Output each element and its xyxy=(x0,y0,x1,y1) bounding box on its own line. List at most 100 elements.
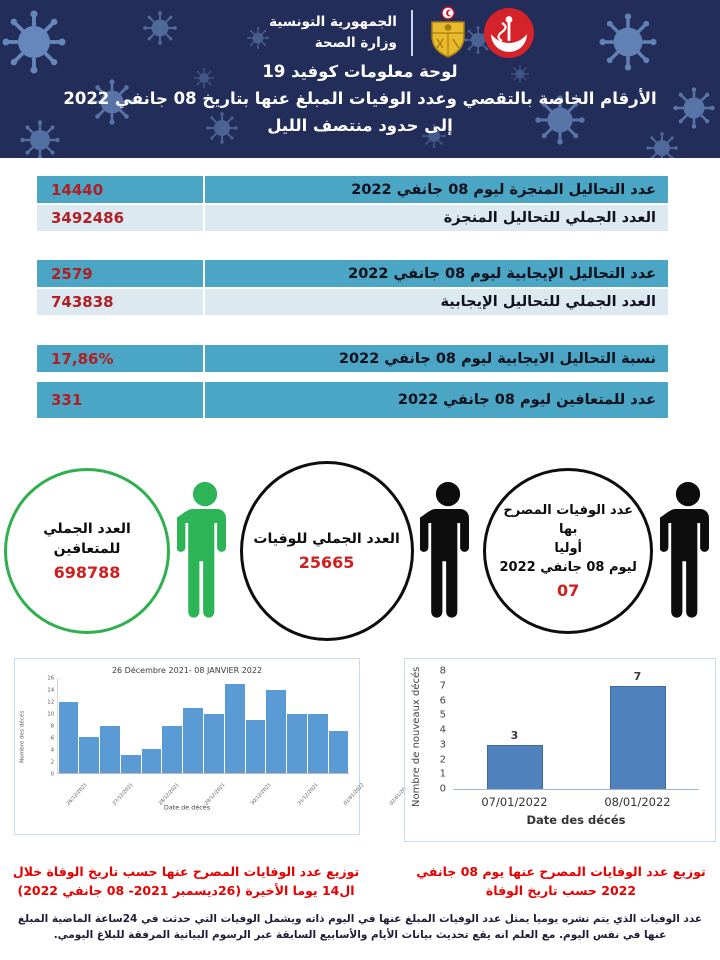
header-banner: الجمهورية التونسية وزارة الصحة لوحة معلو… xyxy=(0,0,720,158)
green-person-icon xyxy=(176,481,226,618)
deaths-total-label: العدد الجملي للوفيات xyxy=(253,531,400,548)
deaths-total-circle: العدد الجملي للوفيات 25665 xyxy=(239,461,414,641)
y-tick: 16 xyxy=(47,674,54,682)
y-tick: 10 xyxy=(47,710,54,718)
bar-31/12/2021 xyxy=(162,725,183,773)
chart-title: 26 Décembre 2021- 08 JANVIER 2022 xyxy=(111,666,263,675)
y-axis-ticks: 0 1 2 3 4 5 6 7 8 xyxy=(433,666,453,795)
positivity-group: 17,86% نسبة التحاليل الايجابية ليوم 08 ج… xyxy=(37,345,668,372)
divider xyxy=(410,10,413,56)
ministry-of-health-logo-icon xyxy=(483,8,534,58)
bar-02/01/2022 xyxy=(203,713,224,773)
black-person-icon xyxy=(420,481,470,618)
chart-captions: توزيع عدد الوفايات المصرح عنها حسب تاريخ… xyxy=(10,862,714,901)
stat-row-recovered-today: 331 عدد للمتعافين ليوم 08 جانفي 2022 xyxy=(37,382,668,418)
y-tick: 4 xyxy=(439,724,446,736)
recovered-total-value: 698788 xyxy=(53,562,121,582)
x-tick: 08/01/2022 xyxy=(604,795,671,809)
left-chart-caption: توزيع عدد الوفايات المصرح عنها حسب تاريخ… xyxy=(12,864,360,899)
stats-section: 14440 عدد التحاليل المنجزة ليوم 08 جانفي… xyxy=(37,176,668,418)
new-deaths-chart: Nombre de nouveaux décés 0 1 2 3 4 5 6 7 8 3 7 07… xyxy=(404,658,716,842)
x-axis-ticks: 07/01/2022 08/01/2022 xyxy=(453,795,699,809)
stat-value: 14440 xyxy=(37,176,203,203)
bar-07/01/2022 xyxy=(307,713,328,773)
stat-value: 743838 xyxy=(37,289,203,315)
stat-value: 3492486 xyxy=(37,205,203,231)
y-tick: 5 xyxy=(439,709,446,721)
stat-row-positive-total: 743838 العدد الجملي للتحاليل الإيجابية xyxy=(37,289,668,315)
y-tick: 14 xyxy=(47,686,54,694)
stat-row-positivity-rate: 17,86% نسبة التحاليل الايجابية ليوم 08 ج… xyxy=(37,345,668,372)
stat-label: عدد التحاليل الإيجابية ليوم 08 جانفي 202… xyxy=(205,260,668,287)
x-tick: 01/01/2022 xyxy=(342,781,365,807)
bar-07/01/2022: 3 xyxy=(486,729,543,789)
y-tick: 6 xyxy=(439,695,446,706)
ministry-line1: الجمهورية التونسية xyxy=(269,14,397,31)
y-tick: 0 xyxy=(50,770,54,778)
bar-04/01/2022 xyxy=(245,719,266,773)
y-axis-label: Nombre de nouveaux décés xyxy=(411,666,422,807)
y-tick: 3 xyxy=(439,739,446,751)
y-tick: 12 xyxy=(47,698,54,706)
deaths-declared-line2: أوليا xyxy=(554,541,582,556)
footnote: عدد الوفيات الذي يتم نشره يوميا يمثل عدد… xyxy=(17,912,703,942)
stat-row-tests-today: 14440 عدد التحاليل المنجزة ليوم 08 جانفي… xyxy=(37,176,668,203)
bar-05/01/2022 xyxy=(266,689,287,773)
recovered-total-label: العدد الجملي للمتعافين xyxy=(43,521,131,557)
title-line3: إلى حدود منتصف الليل xyxy=(267,116,453,135)
bar-29/12/2021 xyxy=(120,755,141,773)
stat-label: العدد الجملي للتحاليل الإيجابية xyxy=(205,289,668,315)
ministry-name: الجمهورية التونسية وزارة الصحة xyxy=(269,12,397,54)
stat-label: نسبة التحاليل الايجابية ليوم 08 جانفي 20… xyxy=(205,345,668,372)
y-tick: 7 xyxy=(439,680,446,692)
stat-value: 331 xyxy=(37,382,203,418)
y-tick: 1 xyxy=(439,768,446,780)
bar-03/01/2022 xyxy=(224,683,245,773)
plot-area: 0 1 2 3 4 5 6 7 8 3 7 xyxy=(440,666,699,795)
bar-08/01/2022 xyxy=(328,731,349,773)
y-axis-label: Nombre des décès xyxy=(18,710,25,764)
deaths-total-value: 25665 xyxy=(298,552,355,572)
tunisia-coat-of-arms-icon xyxy=(431,6,465,58)
y-tick: 8 xyxy=(439,665,446,677)
y-tick: 6 xyxy=(50,734,54,742)
stat-label: عدد التحاليل المنجزة ليوم 08 جانفي 2022 xyxy=(205,176,668,203)
x-tick: 07/01/2022 xyxy=(481,795,548,809)
bar-30/12/2021 xyxy=(141,749,162,773)
recovered-group: 331 عدد للمتعافين ليوم 08 جانفي 2022 xyxy=(37,382,668,418)
bar-value-label: 3 xyxy=(510,728,519,742)
stat-row-tests-total: 3492486 العدد الجملي للتحاليل المنجزة xyxy=(37,205,668,231)
logo-row: الجمهورية التونسية وزارة الصحة xyxy=(42,6,720,60)
bar-26/12/2021 xyxy=(58,701,79,773)
y-tick: 2 xyxy=(50,758,54,766)
title-line2: الأرقام الخاصة بالتقصي وعدد الوفيات المب… xyxy=(63,89,657,108)
totals-section: العدد الجملي للمتعافين 698788 العدد الجم… xyxy=(4,458,716,644)
deaths-declared-circle: عدد الوفيات المصرح بها أوليا ليوم 08 جان… xyxy=(483,468,654,634)
charts-section: 26 Décembre 2021- 08 JANVIER 2022 Nombre… xyxy=(14,658,716,842)
bar-08/01/2022: 7 xyxy=(609,670,666,789)
y-tick: 2 xyxy=(439,754,446,765)
right-chart-caption: توزيع عدد الوفايات المصرح عنها يوم 08 جا… xyxy=(416,864,706,899)
dashboard-title: لوحة معلومات كوفيد 19 الأرقام الخاصة بال… xyxy=(0,58,720,139)
positives-group: 2579 عدد التحاليل الإيجابية ليوم 08 جانف… xyxy=(37,260,668,315)
stat-label: العدد الجملي للتحاليل المنجزة xyxy=(205,205,668,231)
deaths-by-date-chart: 26 Décembre 2021- 08 JANVIER 2022 Nombre… xyxy=(14,658,687,835)
ministry-line2: وزارة الصحة xyxy=(314,35,397,51)
y-tick: 8 xyxy=(50,722,54,730)
bar-06/01/2022 xyxy=(287,713,307,773)
stat-label: عدد للمتعافين ليوم 08 جانفي 2022 xyxy=(205,382,668,418)
plot-area xyxy=(57,678,349,774)
y-tick: 0 xyxy=(439,783,446,795)
bar-01/01/2022 xyxy=(183,707,203,773)
y-tick: 4 xyxy=(50,746,54,754)
stat-value: 17,86% xyxy=(37,345,203,372)
deaths-declared-line3: ليوم 08 جانفي 2022 xyxy=(499,559,637,575)
recovered-total-circle: العدد الجملي للمتعافين 698788 xyxy=(4,468,170,634)
tests-group: 14440 عدد التحاليل المنجزة ليوم 08 جانفي… xyxy=(37,176,668,231)
x-axis-label: Date des décés xyxy=(526,813,626,827)
bar-value-label: 7 xyxy=(633,669,642,683)
stat-value: 2579 xyxy=(37,260,203,287)
black-person-icon xyxy=(659,481,709,618)
title-line1: لوحة معلومات كوفيد 19 xyxy=(262,62,458,81)
